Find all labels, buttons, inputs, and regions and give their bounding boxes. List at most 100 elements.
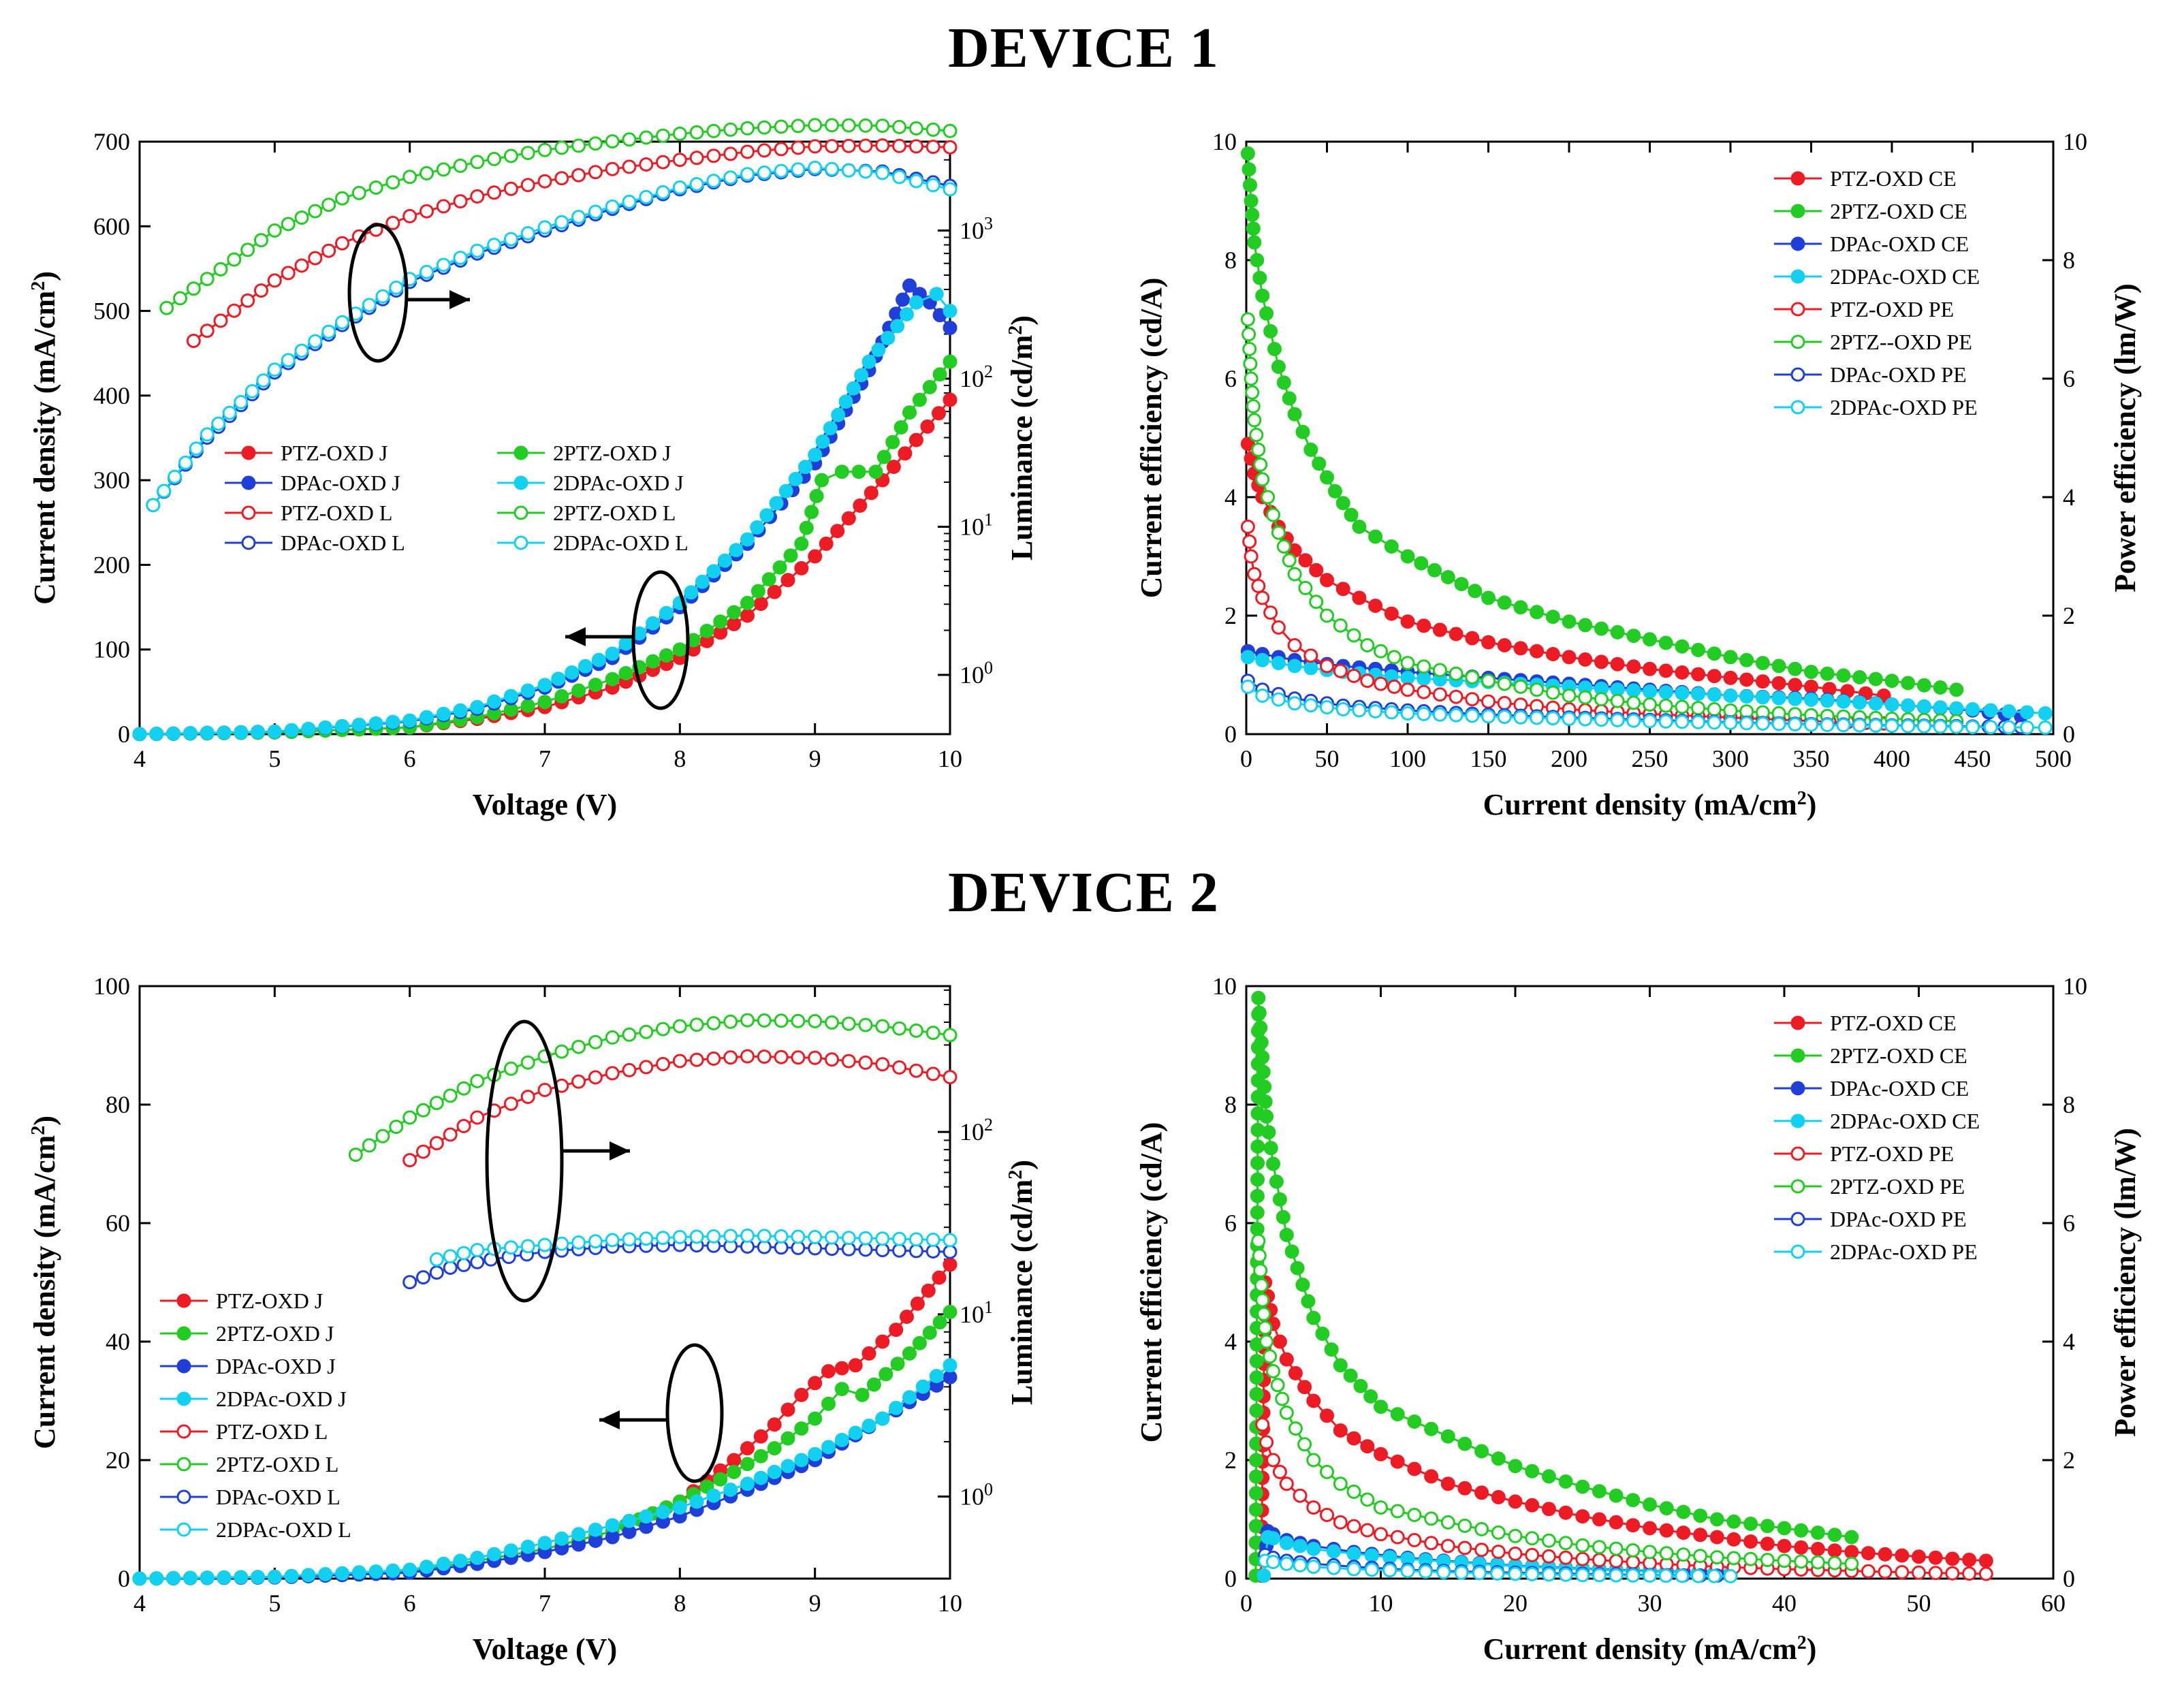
data-point (1978, 1566, 1993, 1581)
series-dpac-oxd-j (132, 278, 958, 742)
data-point (943, 304, 958, 319)
data-point (2020, 720, 2034, 735)
data-point (429, 1265, 444, 1280)
legend-item-2ptz-oxd-pe: 2PTZ--OXD PE (1774, 330, 1972, 354)
data-point (1658, 1568, 1673, 1583)
annotation-ellipse (665, 1343, 724, 1483)
x-axis-label: Voltage (V) (473, 1632, 617, 1666)
data-point (1346, 1519, 1361, 1534)
data-point (1676, 1525, 1691, 1540)
data-point (780, 1402, 795, 1417)
data-point (753, 1449, 768, 1464)
data-point (727, 1464, 742, 1479)
data-point (892, 1243, 907, 1258)
data-point (1250, 1156, 1265, 1171)
data-point (1912, 1565, 1926, 1580)
data-point (281, 266, 296, 281)
data-point (622, 132, 637, 147)
legend-item-ptz-oxd-pe: PTZ-OXD PE (1774, 297, 1954, 321)
data-point (1804, 679, 1818, 694)
data-point (1427, 563, 1442, 578)
data-point (740, 1476, 755, 1491)
data-point (132, 1571, 147, 1586)
data-point (1244, 549, 1259, 564)
data-point (1245, 207, 1260, 222)
data-point (402, 713, 417, 728)
data-point (385, 215, 400, 230)
data-point (1263, 323, 1278, 338)
data-point (855, 1387, 870, 1402)
data-point (1303, 661, 1318, 676)
data-point (443, 1249, 458, 1264)
data-point (2020, 705, 2034, 720)
data-point (825, 161, 839, 176)
data-point (727, 1453, 742, 1468)
data-point (1578, 652, 1593, 667)
data-point (1306, 1310, 1321, 1325)
data-point (915, 1379, 930, 1394)
data-point (908, 174, 923, 189)
data-point (443, 1088, 458, 1103)
data-point (1252, 1248, 1267, 1263)
legend-item-dpac-oxd-ce: DPAc-OXD CE (1774, 1076, 1969, 1101)
data-point (922, 1325, 937, 1340)
data-point (706, 564, 721, 579)
data-point (684, 585, 699, 600)
legend-label: 2DPAc-OXD L (216, 1517, 351, 1542)
data-point (821, 1396, 836, 1411)
legend-marker (176, 1293, 191, 1308)
data-point (1301, 1294, 1316, 1309)
data-point (1659, 1523, 1674, 1538)
data-point (774, 1229, 789, 1244)
data-point (1481, 635, 1496, 650)
data-point (1271, 620, 1286, 635)
data-point (1457, 1436, 1472, 1451)
y2-tick-label: 2 (2063, 1446, 2075, 1474)
data-point (1726, 1514, 1741, 1529)
data-point (1643, 661, 1657, 676)
data-point (453, 158, 468, 173)
data-point (1432, 663, 1447, 678)
data-point (943, 1358, 958, 1373)
data-point (1259, 1435, 1274, 1450)
legend-marker (176, 1522, 191, 1537)
data-point (875, 1231, 890, 1246)
data-point (900, 307, 914, 321)
data-point (267, 1569, 282, 1584)
data-point (1343, 1368, 1358, 1383)
data-point (774, 142, 789, 157)
data-point (1804, 693, 1818, 707)
data-point (804, 505, 819, 520)
data-point (926, 1066, 940, 1081)
data-point (908, 432, 923, 447)
data-point (831, 407, 846, 422)
data-point (875, 1057, 890, 1072)
legend-marker (513, 475, 528, 490)
data-point (1707, 687, 1722, 702)
data-point (267, 724, 282, 739)
data-point (520, 683, 535, 698)
y-tick-label: 700 (93, 128, 130, 155)
data-point (1592, 1553, 1607, 1568)
data-point (470, 699, 485, 714)
data-point (351, 1565, 366, 1580)
data-point (1916, 678, 1931, 693)
y2-tick-label: 6 (2063, 365, 2075, 392)
data-point (1440, 570, 1455, 584)
data-point (1676, 1504, 1691, 1519)
data-point (858, 118, 873, 133)
legend-marker (176, 1326, 191, 1341)
data-point (1387, 679, 1402, 694)
data-point (1481, 674, 1496, 689)
data-point (362, 298, 377, 313)
data-point (1424, 1469, 1439, 1484)
data-point (892, 1231, 907, 1246)
x-tick-label: 10 (938, 745, 962, 772)
data-point (1675, 714, 1690, 729)
data-point (402, 1562, 417, 1577)
data-point (1794, 1540, 1809, 1555)
data-point (389, 281, 404, 295)
data-point (1844, 1545, 1859, 1560)
data-point (1306, 1453, 1321, 1468)
